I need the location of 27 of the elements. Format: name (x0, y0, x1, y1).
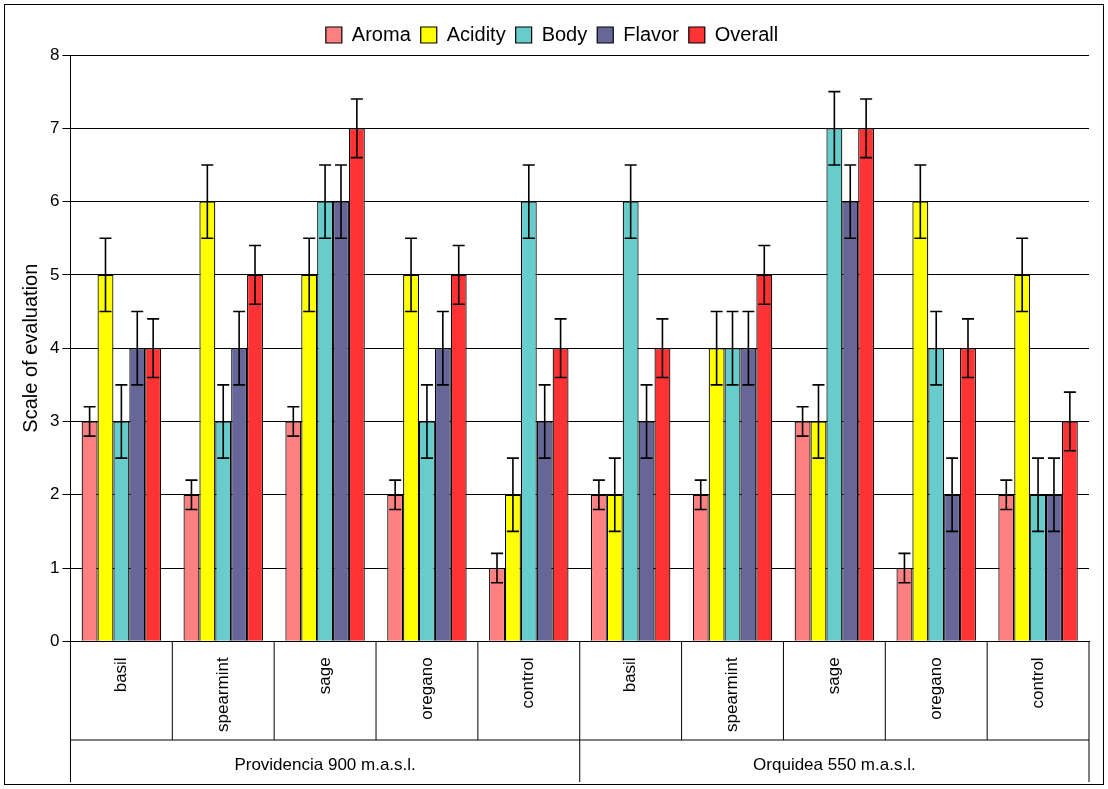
y-tick-label: 2 (49, 484, 60, 504)
y-tick-label: 1 (49, 557, 60, 577)
y-tick-label: 3 (49, 411, 60, 431)
x-tick-label: spearmint (722, 657, 742, 732)
x-tick-label: control (518, 657, 538, 709)
legend-label: Acidity (446, 22, 506, 45)
y-tick-label: 7 (49, 117, 60, 137)
legend-label: Aroma (351, 22, 412, 45)
x-tick-label: oregano (416, 657, 436, 720)
y-tick-label: 4 (49, 337, 60, 357)
legend-label: Body (541, 22, 588, 45)
y-axis-title: Scale of evaluation (18, 263, 41, 433)
y-tick-label: 6 (49, 191, 60, 211)
x-tick-label: basil (620, 657, 640, 693)
x-tick-label: spearmint (212, 657, 232, 732)
y-tick-label: 8 (49, 44, 60, 64)
x-tick-label: basil (111, 657, 131, 693)
y-tick-label: 5 (49, 264, 60, 284)
x-tick-label: control (1027, 657, 1047, 709)
x-tick-label: sage (824, 657, 844, 695)
text: Orquidea 550 m.a.s.l. (753, 754, 916, 774)
x-tick-label: sage (314, 657, 334, 695)
text: Providencia 900 m.a.s.l. (234, 754, 416, 774)
y-tick-label: 0 (49, 631, 60, 651)
legend-label: Overall (714, 22, 779, 45)
x-tick-label: oregano (925, 657, 945, 720)
legend-label: Flavor (623, 22, 680, 45)
